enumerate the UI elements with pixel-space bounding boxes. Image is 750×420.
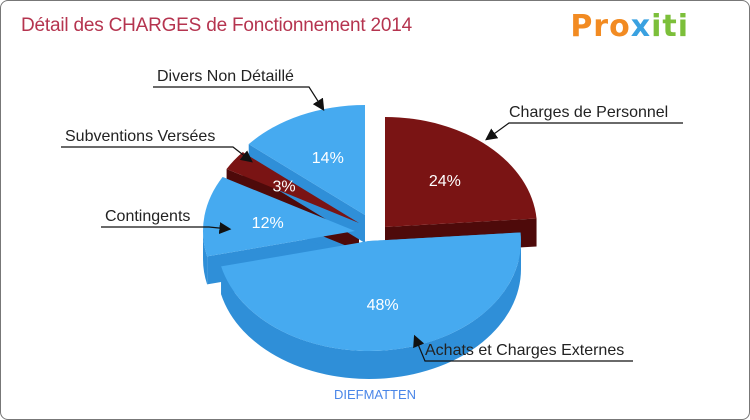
pie-slice-side [203, 231, 208, 285]
pie-slice-percent: 12% [252, 215, 284, 232]
pie-slice [385, 117, 537, 227]
pie-slice [221, 232, 521, 351]
pie-category-label: Contingents [105, 208, 190, 225]
pie-slice [226, 152, 359, 223]
pie-callout-line [153, 86, 325, 112]
pie-category-label: Charges de Personnel [509, 104, 668, 121]
pie-category-label: Subventions Versées [65, 128, 215, 145]
pie-category-label: Divers Non Détaillé [157, 68, 294, 85]
pie-percent-labels: 24% 48% 12% 3% 14% [252, 150, 461, 314]
pie-slice-percent: 48% [367, 297, 399, 314]
pie-slice-percent: 24% [429, 173, 461, 190]
pie-category-label: Achats et Charges Externes [425, 342, 624, 359]
pie-slice [248, 105, 365, 215]
commune-name: DIEFMATTEN [333, 387, 417, 402]
proxiti-logo: Proxiti [570, 9, 689, 44]
pie-slice-percent: 14% [312, 150, 344, 167]
pie-tops [203, 105, 537, 351]
pie-slice [203, 176, 355, 257]
pie-callout-line [413, 334, 633, 362]
pie-slice-percent: 3% [273, 178, 296, 195]
chart-title: Détail des CHARGES de Fonctionnement 201… [21, 15, 413, 36]
pie-callout-line [61, 146, 253, 163]
pie-callouts: Charges de Personnel Achats et Charges Ex… [61, 68, 683, 362]
pie-callout-line [485, 122, 683, 141]
pie-slice-side [221, 241, 521, 379]
pie-callout-line [101, 222, 232, 235]
